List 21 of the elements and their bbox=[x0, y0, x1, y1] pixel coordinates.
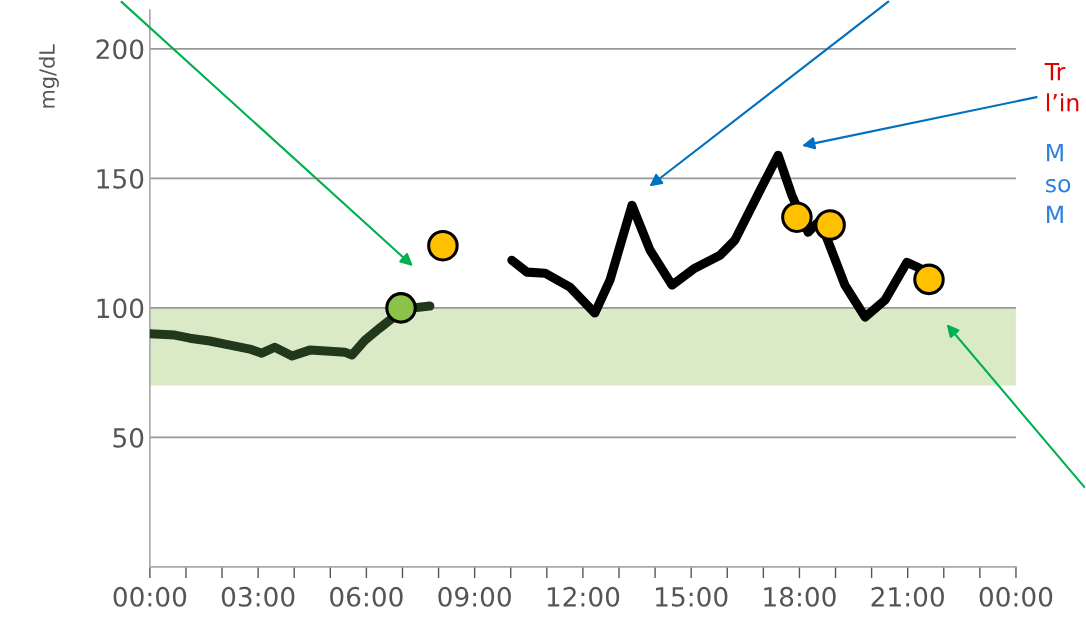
x-tick-label: 06:00 bbox=[330, 586, 403, 607]
point bbox=[781, 201, 813, 233]
x-tick-label: 03:00 bbox=[221, 586, 295, 607]
x-tick-label: 15:00 bbox=[656, 586, 728, 607]
y-tick-label: 50 bbox=[113, 427, 144, 448]
y-axis-title: mg/dL bbox=[38, 44, 59, 108]
y-tick-label: 200 bbox=[96, 39, 144, 60]
y-tick-label: 100 bbox=[97, 298, 144, 319]
point bbox=[385, 292, 417, 324]
text: M so M bbox=[1046, 144, 1071, 224]
x-tick-label: 09:00 bbox=[438, 586, 511, 607]
text: Tr l’in bbox=[1044, 63, 1079, 112]
x-tick-label: 21:00 bbox=[871, 586, 944, 607]
point bbox=[427, 229, 459, 262]
x-tick-label: 00:00 bbox=[113, 586, 187, 607]
x-tick-label: 18:00 bbox=[764, 586, 836, 607]
x-tick-label: 12:00 bbox=[547, 586, 620, 607]
y-tick-label: 150 bbox=[97, 168, 144, 189]
point bbox=[814, 209, 846, 241]
x-tick-label: 00:00 bbox=[979, 586, 1053, 607]
point bbox=[913, 263, 945, 296]
